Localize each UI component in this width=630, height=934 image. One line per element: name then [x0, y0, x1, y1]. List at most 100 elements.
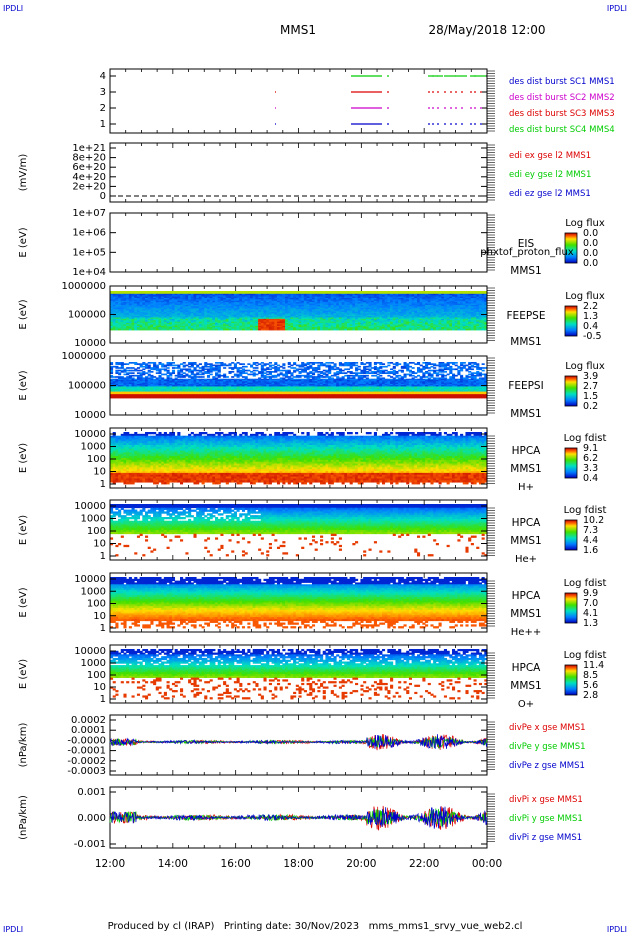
spectrogram-cell	[449, 309, 453, 311]
spectrogram-cell	[328, 321, 332, 324]
spectrogram-cell	[153, 394, 157, 396]
spectrogram-cell	[293, 327, 297, 329]
spectrogram-cell	[128, 309, 132, 311]
spectrogram-cell	[398, 327, 402, 329]
spectrogram-cell	[158, 328, 162, 331]
spectrogram-cell	[126, 300, 130, 303]
spectrogram-cell	[182, 304, 186, 307]
spectrogram-cell	[177, 367, 181, 369]
spectrogram-cell	[177, 300, 181, 303]
spectrogram-cell	[379, 299, 383, 302]
spectrogram-cell	[136, 380, 141, 382]
spectrogram-cell	[446, 302, 450, 304]
spectrogram-cell	[357, 293, 361, 296]
spectrogram-cell	[381, 300, 386, 303]
spectrogram-cell	[255, 291, 259, 293]
spectrogram-cell	[376, 292, 380, 295]
spectrogram-cell	[481, 292, 485, 295]
spectrogram-cell	[150, 391, 154, 394]
spectrogram-cell	[252, 293, 256, 296]
spectrogram-cell	[118, 377, 122, 380]
spectrogram-cell	[182, 381, 186, 383]
spectrogram-cell	[293, 302, 297, 304]
spectrogram-cell	[126, 293, 130, 296]
spectrogram-cell	[155, 383, 159, 386]
spectrogram-cell	[449, 293, 453, 296]
spectrogram-cell	[128, 320, 132, 323]
spectrogram-cell	[333, 317, 337, 320]
spectrogram-cell	[171, 316, 176, 318]
spectrogram-cell	[155, 325, 159, 328]
spectrogram-cell	[454, 297, 458, 300]
spectrogram-cell	[306, 328, 310, 331]
spectrogram-cell	[126, 311, 130, 314]
spectrogram-cell	[110, 325, 114, 328]
spectrogram-cell	[311, 321, 316, 324]
spectrogram-cell	[158, 292, 162, 295]
spectrogram-cell	[220, 295, 224, 297]
spectrogram-cell	[454, 327, 458, 329]
spectrogram-cell	[427, 303, 431, 306]
spectrogram-cell	[139, 313, 143, 316]
spectrogram-cell	[344, 324, 348, 327]
spectrogram-cell	[166, 367, 170, 369]
spectrogram-cell	[443, 309, 447, 311]
spectrogram-cell	[325, 307, 329, 310]
spectrogram-cell	[309, 302, 313, 304]
spectrogram-cell	[333, 293, 337, 296]
spectrogram-cell	[153, 362, 157, 364]
spectrogram-cell	[252, 311, 256, 314]
spectrogram-cell	[422, 317, 426, 320]
spectrogram-cell	[352, 309, 356, 311]
spectrogram-cell	[241, 296, 246, 299]
spectrogram-cell	[470, 303, 474, 306]
spectrogram-cell	[271, 314, 275, 317]
spectrogram-cell	[158, 381, 162, 383]
spectrogram-cell	[206, 318, 211, 321]
spectrogram-cell	[274, 307, 278, 310]
spectrogram-cell	[446, 328, 450, 331]
spectrogram-cell	[425, 325, 429, 328]
spectrogram-cell	[252, 300, 256, 303]
spectrogram-cell	[260, 291, 264, 293]
spectrogram-cell	[381, 295, 386, 297]
spectrogram-cell	[303, 299, 307, 302]
spectrogram-cell	[136, 310, 141, 313]
spectrogram-cell	[317, 324, 321, 327]
spectrogram-cell	[169, 296, 173, 299]
spectrogram-cell	[311, 306, 316, 309]
spectrogram-cell	[255, 295, 259, 297]
spectrogram-cell	[177, 387, 181, 390]
spectrogram-cell	[118, 324, 122, 327]
spectrogram-cell	[390, 324, 394, 327]
spectrogram-cell	[166, 293, 170, 296]
spectrogram-cell	[484, 296, 488, 299]
spectrogram-cell	[373, 311, 377, 314]
spectrogram-cell	[344, 321, 348, 324]
spectrogram-cell	[225, 313, 229, 316]
spectrogram-cell	[212, 321, 216, 324]
spectrogram-cell	[196, 328, 200, 331]
spectrogram-cell	[228, 325, 232, 328]
spectrogram-cell	[320, 297, 324, 300]
spectrogram-cell	[118, 394, 122, 396]
spectrogram-cell	[422, 321, 426, 324]
spectrogram-cell	[314, 306, 318, 309]
spectrogram-cell	[134, 295, 138, 297]
spectrogram-cell	[325, 300, 329, 303]
spectrogram-cell	[220, 324, 224, 327]
spectrogram-cell	[120, 320, 124, 323]
spectrogram-cell	[174, 382, 178, 385]
spectrogram-cell	[352, 320, 356, 323]
spectrogram-cell	[110, 291, 114, 293]
spectrogram-cell	[217, 314, 221, 317]
spectrogram-cell	[134, 380, 138, 382]
spectrogram-cell	[153, 299, 157, 302]
spectrogram-cell	[443, 320, 447, 323]
spectrogram-cell	[419, 318, 423, 321]
spectrogram-cell	[247, 325, 251, 328]
spectrogram-cell	[252, 313, 256, 316]
spectrogram-cell	[427, 328, 431, 331]
spectrogram-cell	[120, 324, 124, 327]
spectrogram-cell	[250, 296, 254, 299]
